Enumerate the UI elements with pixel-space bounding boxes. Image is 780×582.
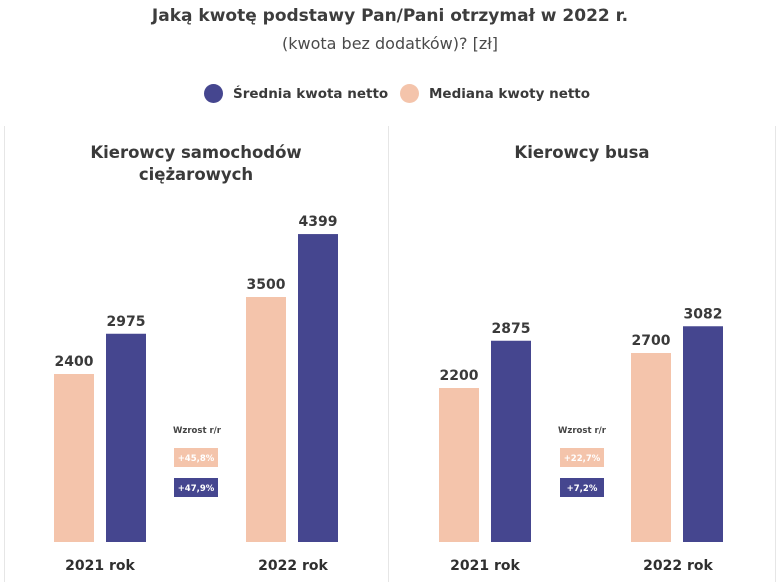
bar-median <box>631 353 671 542</box>
data-label: 4399 <box>299 214 338 230</box>
panel-title: Kierowcy busa <box>514 143 649 162</box>
data-label: 3082 <box>684 306 723 322</box>
growth-label: Wzrost r/r <box>558 426 607 436</box>
bar-mean <box>491 340 531 542</box>
panel-right-border <box>775 126 776 582</box>
panel-title: ciężarowych <box>139 165 253 184</box>
legend-swatch-median <box>400 84 419 103</box>
data-label: 2400 <box>55 354 94 370</box>
bar-median <box>439 388 479 542</box>
bar-median <box>246 297 286 542</box>
growth-badge-median <box>560 448 604 467</box>
x-tick-label: 2022 rok <box>258 558 328 574</box>
legend-label-mean: Średnia kwota netto <box>233 85 389 102</box>
x-tick-label: 2021 rok <box>450 558 520 574</box>
x-tick-label: 2022 rok <box>643 558 713 574</box>
x-tick-label: 2021 rok <box>65 558 135 574</box>
data-label: 3500 <box>247 277 286 293</box>
chart-title: Jaką kwotę podstawy Pan/Pani otrzymał w … <box>151 6 629 26</box>
chart-subtitle: (kwota bez dodatków)? [zł] <box>281 34 499 53</box>
bar-mean <box>106 333 146 542</box>
legend-label-median: Mediana kwoty netto <box>429 85 591 102</box>
growth-badge-mean <box>174 478 218 497</box>
growth-value-median: +45,8% <box>178 454 215 464</box>
data-label: 2700 <box>632 333 671 349</box>
legend-swatch-mean <box>204 84 223 103</box>
data-label: 2200 <box>440 368 479 384</box>
growth-value-median: +22,7% <box>564 454 601 464</box>
legend-item-mean: Średnia kwota netto <box>204 84 388 103</box>
legend: Średnia kwota netto Mediana kwoty netto <box>0 84 780 106</box>
bar-mean <box>298 234 338 542</box>
legend-item-median: Mediana kwoty netto <box>400 84 590 103</box>
data-label: 2975 <box>107 314 146 330</box>
growth-badge-mean <box>560 478 604 497</box>
panel-divider <box>388 126 389 582</box>
growth-label: Wzrost r/r <box>173 426 222 436</box>
growth-value-mean: +7,2% <box>567 484 598 494</box>
bar-median <box>54 374 94 542</box>
bar-mean <box>683 326 723 542</box>
panel-left-border <box>4 126 5 582</box>
panel-title: Kierowcy samochodów <box>90 143 301 162</box>
data-label: 2875 <box>492 321 531 337</box>
growth-value-mean: +47,9% <box>178 484 215 494</box>
growth-badge-median <box>174 448 218 467</box>
